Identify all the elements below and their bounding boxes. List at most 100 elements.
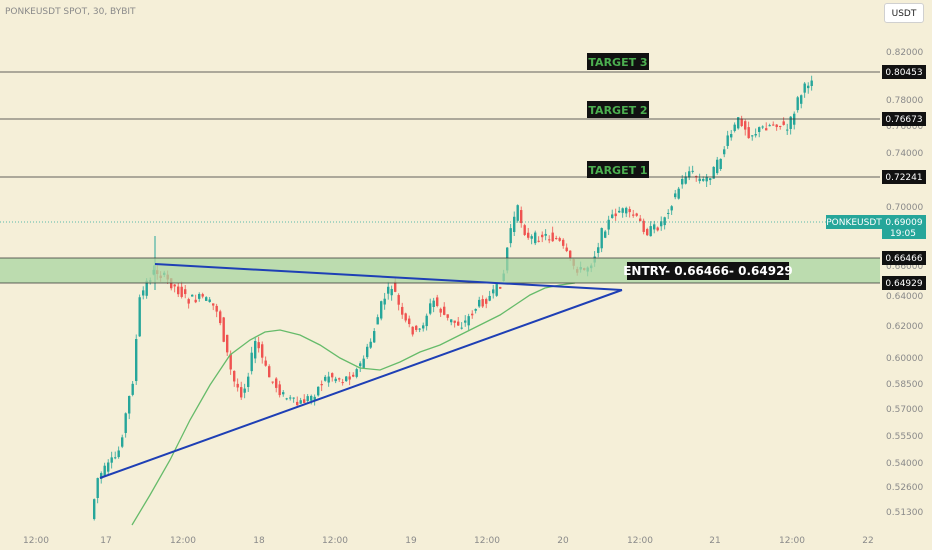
candle-body	[285, 398, 288, 400]
candle-body	[191, 294, 194, 297]
candle-body	[362, 358, 365, 368]
candle-body	[625, 207, 628, 214]
candle-body	[205, 297, 208, 301]
candle-body	[712, 166, 715, 179]
candle-body	[429, 303, 432, 314]
time-tick: 12:00	[322, 536, 348, 546]
candle-body	[782, 121, 785, 125]
candle-body	[516, 205, 519, 221]
candle-body	[229, 353, 232, 370]
candle-body	[807, 85, 810, 89]
candle-body	[600, 228, 603, 249]
candle-body	[415, 325, 418, 330]
candle-body	[320, 384, 323, 386]
candle-body	[499, 286, 502, 289]
candle-body	[775, 124, 778, 128]
candle-body	[688, 171, 691, 178]
target-3-label: TARGET 3	[588, 56, 647, 69]
candle-body	[460, 327, 463, 329]
target-1-price: 0.72241	[885, 173, 922, 183]
candle-body	[110, 457, 113, 463]
candle-body	[422, 325, 425, 329]
candle-body	[646, 229, 649, 236]
candle-body	[604, 231, 607, 238]
candle-body	[569, 250, 572, 258]
candle-body	[268, 366, 271, 378]
candle-body	[324, 376, 327, 381]
candle-body	[632, 214, 635, 216]
candle-body	[135, 339, 138, 382]
candle-body	[534, 232, 537, 244]
candle-body	[100, 473, 103, 479]
candle-body	[492, 289, 495, 294]
entry-upper-price: 0.66466	[885, 254, 922, 264]
candle-body	[432, 300, 435, 307]
candle-body	[317, 386, 320, 396]
candle-body	[334, 378, 337, 382]
candle-body	[401, 306, 404, 315]
candle-body	[723, 149, 726, 155]
candle-body	[366, 346, 369, 358]
candle-body	[660, 221, 663, 227]
candle-body	[698, 178, 701, 182]
target-2-price-box	[882, 112, 926, 126]
candle-body	[261, 344, 264, 358]
time-tick: 17	[100, 536, 111, 546]
candle-body	[548, 239, 551, 241]
price-tick: 0.78000	[886, 96, 923, 106]
candle-body	[212, 303, 215, 306]
price-tick: 0.70000	[886, 203, 923, 213]
candle-body	[289, 397, 292, 399]
candle-body	[373, 331, 376, 343]
candle-body	[667, 212, 670, 214]
candle-body	[649, 226, 652, 237]
candle-body	[772, 124, 775, 126]
target-1-price-box	[882, 170, 926, 184]
target-3-price-box	[882, 65, 926, 79]
candle-body	[495, 284, 498, 296]
candle-body	[597, 247, 600, 253]
candle-body	[222, 317, 225, 342]
candle-body	[121, 437, 124, 447]
candle-body	[464, 320, 467, 323]
candle-body	[201, 294, 204, 297]
candle-body	[282, 392, 285, 395]
entry-upper-price-box	[882, 251, 926, 265]
target-2-label: TARGET 2	[588, 104, 647, 117]
candle-body	[457, 321, 460, 326]
candle-body	[565, 247, 568, 252]
entry-lower-price-box	[882, 276, 926, 290]
candle-body	[306, 396, 309, 402]
candle-body	[674, 193, 677, 198]
currency-button[interactable]: USDT	[884, 3, 924, 23]
candle-body	[390, 289, 393, 296]
candle-body	[642, 220, 645, 232]
candle-body	[474, 308, 477, 311]
candle-body	[765, 128, 768, 131]
candle-body	[226, 334, 229, 353]
candle-body	[184, 289, 187, 295]
candle-body	[418, 328, 421, 330]
candle-body	[803, 83, 806, 93]
price-tick: 0.54000	[886, 459, 923, 469]
candle-body	[663, 217, 666, 226]
candle-body	[387, 286, 390, 294]
candle-body	[355, 369, 358, 377]
candle-body	[114, 457, 117, 459]
price-tick: 0.64000	[886, 292, 923, 302]
candle-body	[247, 376, 250, 387]
candle-body	[446, 314, 449, 318]
price-tick: 0.57000	[886, 405, 923, 415]
time-tick: 12:00	[779, 536, 805, 546]
candle-body	[758, 127, 761, 132]
candle-body	[705, 176, 708, 182]
candle-body	[691, 170, 694, 172]
time-tick: 12:00	[170, 536, 196, 546]
candle-body	[733, 124, 736, 131]
candle-body	[551, 232, 554, 242]
candle-body	[740, 118, 743, 127]
candle-body	[744, 121, 747, 130]
candle-body	[709, 178, 712, 181]
candle-body	[530, 236, 533, 239]
